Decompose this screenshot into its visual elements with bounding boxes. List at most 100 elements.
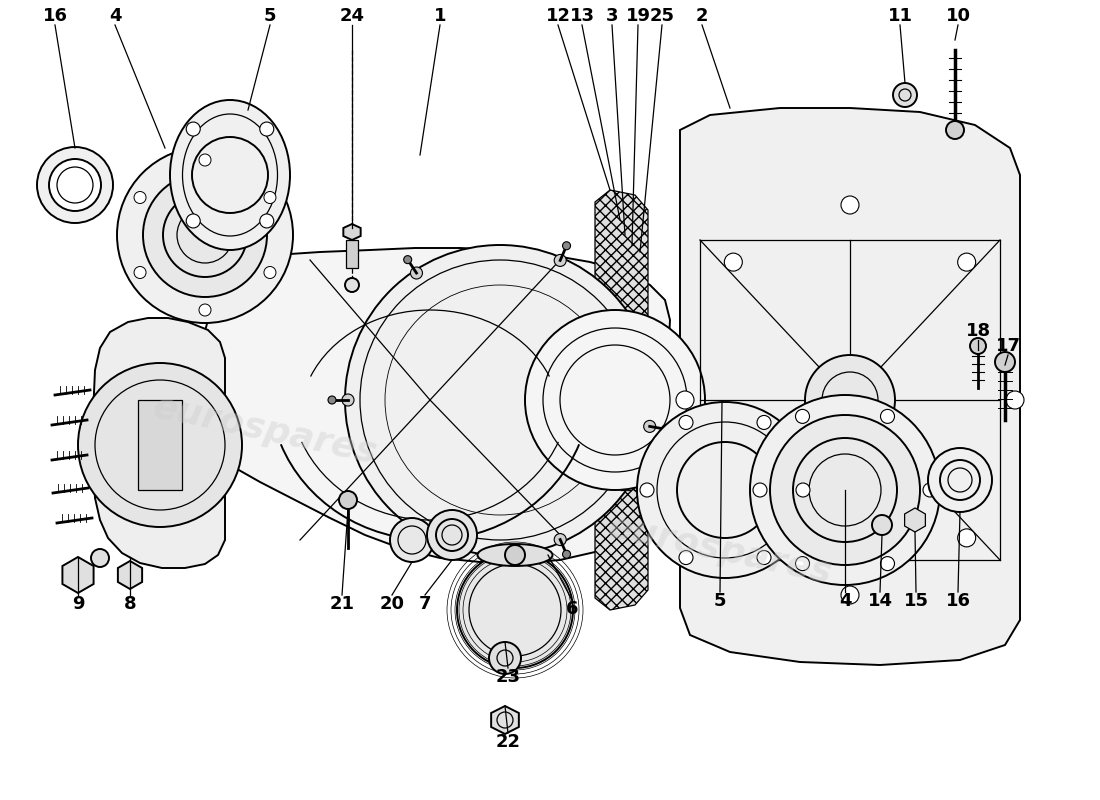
Text: eurospares: eurospares (605, 510, 835, 590)
Text: eurospares: eurospares (150, 390, 381, 470)
Circle shape (260, 122, 274, 136)
Text: 16: 16 (43, 7, 67, 25)
Circle shape (757, 550, 771, 565)
Circle shape (404, 256, 411, 264)
Circle shape (134, 191, 146, 203)
Circle shape (427, 510, 477, 560)
Circle shape (78, 363, 242, 527)
Circle shape (946, 121, 964, 139)
Text: 22: 22 (495, 733, 520, 751)
Ellipse shape (477, 544, 552, 566)
Ellipse shape (135, 175, 275, 295)
Polygon shape (680, 108, 1020, 665)
Polygon shape (346, 240, 358, 268)
Circle shape (996, 352, 1015, 372)
Polygon shape (343, 224, 361, 240)
Circle shape (525, 310, 705, 490)
Circle shape (562, 242, 571, 250)
Circle shape (50, 159, 101, 211)
Circle shape (117, 147, 293, 323)
Text: 16: 16 (946, 592, 970, 610)
Circle shape (390, 518, 435, 562)
Circle shape (842, 196, 859, 214)
Polygon shape (94, 318, 225, 568)
Circle shape (679, 550, 693, 565)
Circle shape (842, 586, 859, 604)
Text: 2: 2 (695, 7, 708, 25)
Circle shape (410, 521, 422, 533)
Text: 6: 6 (565, 600, 579, 618)
Text: 4: 4 (109, 7, 121, 25)
Circle shape (679, 415, 693, 430)
Circle shape (186, 214, 200, 228)
Text: 20: 20 (379, 595, 405, 613)
Text: 12: 12 (546, 7, 571, 25)
Circle shape (37, 147, 113, 223)
Circle shape (143, 173, 267, 297)
Circle shape (805, 355, 895, 445)
Circle shape (795, 557, 810, 570)
Text: 13: 13 (570, 7, 594, 25)
Text: 3: 3 (606, 7, 618, 25)
Circle shape (1006, 391, 1024, 409)
Text: 14: 14 (868, 592, 892, 610)
Circle shape (342, 394, 354, 406)
Circle shape (928, 448, 992, 512)
Circle shape (554, 254, 566, 266)
Circle shape (754, 483, 767, 497)
Text: 4: 4 (838, 592, 851, 610)
Circle shape (339, 491, 358, 509)
Text: 24: 24 (340, 7, 364, 25)
Text: 15: 15 (903, 592, 928, 610)
Circle shape (260, 214, 274, 228)
Circle shape (750, 395, 940, 585)
Text: 5: 5 (714, 592, 726, 610)
Circle shape (661, 425, 670, 433)
Text: 19: 19 (626, 7, 650, 25)
Circle shape (644, 420, 656, 432)
Text: 17: 17 (996, 337, 1021, 355)
Circle shape (923, 483, 937, 497)
Circle shape (91, 549, 109, 567)
Circle shape (199, 154, 211, 166)
Text: 25: 25 (649, 7, 674, 25)
Circle shape (893, 83, 917, 107)
Circle shape (958, 253, 976, 271)
Circle shape (562, 550, 571, 558)
Polygon shape (595, 190, 648, 610)
Circle shape (199, 304, 211, 316)
Polygon shape (63, 557, 94, 593)
Polygon shape (904, 508, 925, 532)
Circle shape (328, 396, 336, 404)
Circle shape (264, 266, 276, 278)
Circle shape (795, 410, 810, 423)
Ellipse shape (170, 100, 290, 250)
Circle shape (345, 245, 654, 555)
Text: 23: 23 (495, 668, 520, 686)
Polygon shape (138, 400, 182, 490)
Text: 7: 7 (419, 595, 431, 613)
Circle shape (490, 642, 521, 674)
Text: 9: 9 (72, 595, 85, 613)
Circle shape (796, 483, 810, 497)
Text: 11: 11 (888, 7, 913, 25)
Text: 18: 18 (966, 322, 991, 340)
Text: 1: 1 (433, 7, 447, 25)
Circle shape (880, 557, 894, 570)
Polygon shape (118, 561, 142, 589)
Circle shape (970, 338, 986, 354)
Circle shape (640, 483, 654, 497)
Text: 8: 8 (123, 595, 136, 613)
Circle shape (134, 266, 146, 278)
Circle shape (345, 278, 359, 292)
Circle shape (404, 536, 411, 544)
Circle shape (264, 191, 276, 203)
Circle shape (505, 545, 525, 565)
Circle shape (637, 402, 813, 578)
Circle shape (872, 515, 892, 535)
Circle shape (770, 415, 920, 565)
Text: 21: 21 (330, 595, 354, 613)
Circle shape (724, 529, 743, 547)
Circle shape (554, 534, 566, 546)
Text: 10: 10 (946, 7, 970, 25)
